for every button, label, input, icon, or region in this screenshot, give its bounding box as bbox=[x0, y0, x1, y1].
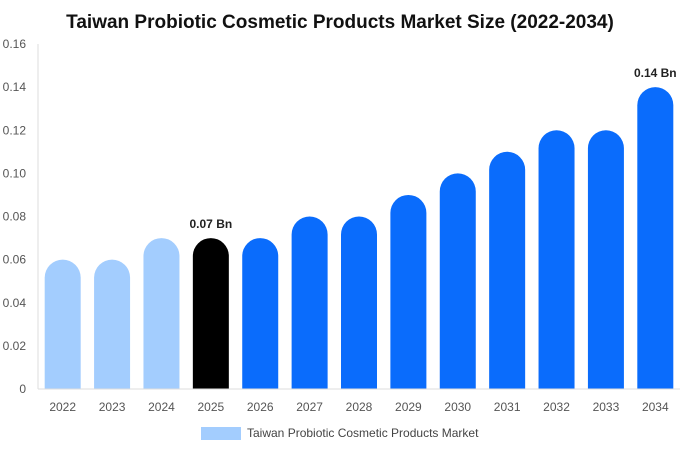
y-tick-label: 0 bbox=[19, 382, 26, 396]
x-tick-label: 2028 bbox=[346, 400, 373, 414]
x-tick-label: 2027 bbox=[296, 400, 323, 414]
bar-2029[interactable] bbox=[390, 194, 427, 389]
y-tick-label: 0.06 bbox=[3, 253, 27, 267]
bar-2028[interactable] bbox=[341, 216, 377, 390]
bar-2024[interactable] bbox=[143, 238, 180, 389]
bar-2025[interactable] bbox=[192, 238, 229, 389]
data-labels: 0.07 Bn 0.14 Bn bbox=[190, 66, 677, 231]
bar-2026[interactable] bbox=[242, 238, 279, 389]
x-tick-label: 2031 bbox=[494, 400, 521, 414]
x-tick-label: 2033 bbox=[593, 400, 620, 414]
x-tick-label: 2030 bbox=[444, 400, 471, 414]
bar-2031[interactable] bbox=[489, 151, 526, 389]
data-label: 0.07 Bn bbox=[190, 217, 233, 231]
bar-2032[interactable] bbox=[538, 130, 575, 390]
x-tick-label: 2024 bbox=[148, 400, 175, 414]
y-tick-label: 0.04 bbox=[3, 296, 27, 310]
legend-swatch bbox=[201, 427, 241, 440]
y-tick-label: 0.10 bbox=[3, 166, 27, 180]
data-label: 0.14 Bn bbox=[634, 66, 677, 80]
y-tick-label: 0.14 bbox=[3, 80, 27, 94]
y-tick-label: 0.02 bbox=[3, 339, 27, 353]
y-tick-label: 0.08 bbox=[3, 210, 27, 224]
y-tick-label: 0.12 bbox=[3, 123, 27, 137]
x-tick-label: 2025 bbox=[197, 400, 224, 414]
y-tick-label: 0.16 bbox=[3, 37, 27, 51]
x-tick-label: 2026 bbox=[247, 400, 274, 414]
bar-2033[interactable] bbox=[587, 130, 624, 390]
x-axis: 2022 2023 2024 2025 2026 2027 2028 2029 2030 2031… bbox=[38, 388, 680, 414]
bars bbox=[44, 87, 674, 390]
x-tick-label: 2023 bbox=[99, 400, 126, 414]
chart-title: Taiwan Probiotic Cosmetic Products Marke… bbox=[66, 12, 614, 33]
bar-2030[interactable] bbox=[439, 173, 476, 389]
y-axis: 0 0.02 0.04 0.06 0.08 0.10 0.12 0.14 0.16 bbox=[3, 37, 39, 396]
bar-2022[interactable] bbox=[44, 259, 81, 389]
legend-label: Taiwan Probiotic Cosmetic Products Marke… bbox=[247, 426, 479, 440]
x-tick-label: 2029 bbox=[395, 400, 422, 414]
bar-2034[interactable] bbox=[637, 87, 674, 389]
x-tick-label: 2032 bbox=[543, 400, 570, 414]
legend[interactable]: Taiwan Probiotic Cosmetic Products Marke… bbox=[201, 426, 479, 440]
bar-2027[interactable] bbox=[291, 216, 328, 390]
x-tick-label: 2034 bbox=[642, 400, 669, 414]
bar-2023[interactable] bbox=[94, 259, 131, 389]
x-tick-label: 2022 bbox=[49, 400, 76, 414]
